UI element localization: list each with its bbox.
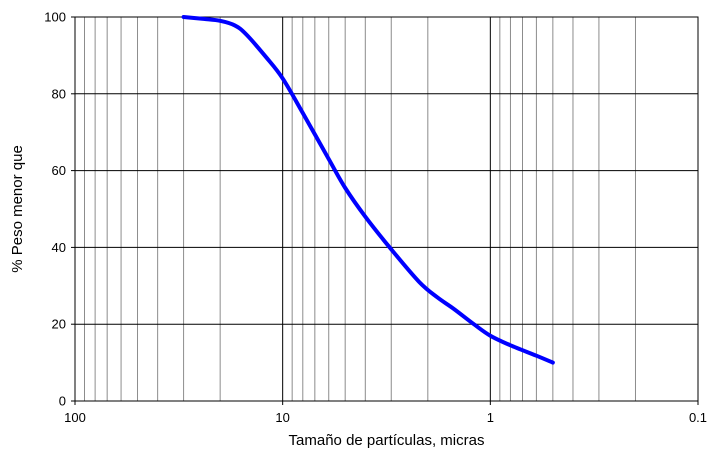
minor-gridlines xyxy=(84,17,636,401)
x-axis-title: Tamaño de partículas, micras xyxy=(289,432,485,449)
y-tick-label: 80 xyxy=(52,86,66,101)
y-tick-label: 0 xyxy=(59,394,66,409)
y-tick-labels: 0 20 40 60 80 100 xyxy=(44,10,75,409)
x-tick-label: 0.1 xyxy=(689,410,707,425)
x-tick-label: 10 xyxy=(275,410,289,425)
x-tick-labels: 100 10 1 0.1 xyxy=(64,401,707,425)
y-tick-label: 60 xyxy=(52,163,66,178)
x-tick-label: 100 xyxy=(64,410,86,425)
y-tick-label: 20 xyxy=(52,317,66,332)
y-tick-label: 40 xyxy=(52,240,66,255)
data-series xyxy=(181,15,555,365)
plot-frame xyxy=(74,16,699,402)
major-gridlines xyxy=(74,16,699,402)
x-tick-label: 1 xyxy=(487,410,494,425)
y-axis-title: % Peso menor que xyxy=(9,145,26,273)
y-tick-label: 100 xyxy=(44,10,66,25)
series-line xyxy=(181,15,555,365)
